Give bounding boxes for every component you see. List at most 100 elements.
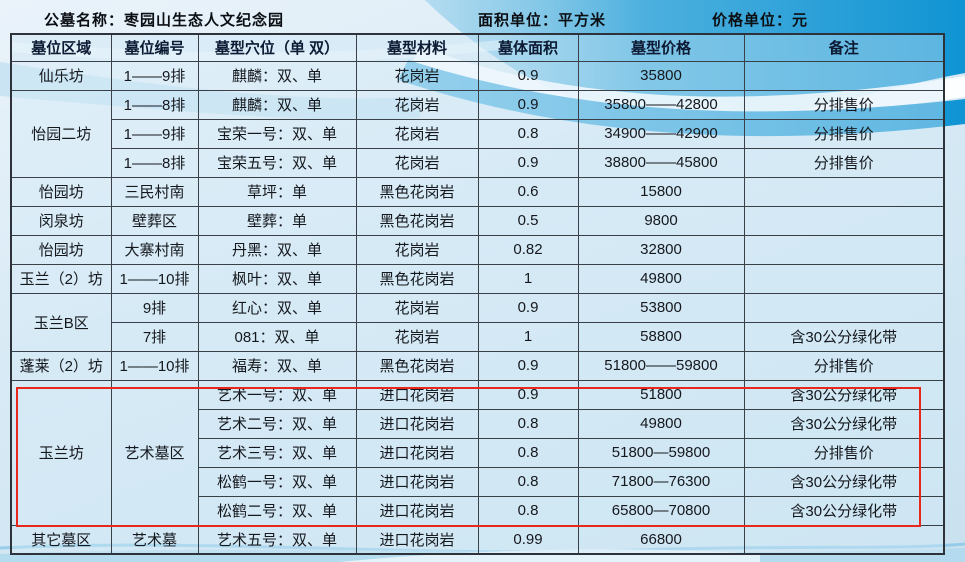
table-row: 仙乐坊 1——9排 麒麟：双、单 花岗岩 0.9 35800 bbox=[10, 60, 945, 91]
table-cell: 0.8 bbox=[477, 495, 579, 526]
table-cell: 0.8 bbox=[477, 437, 579, 468]
table-cell: 蓬莱（2）坊 bbox=[10, 350, 112, 381]
table-row: 其它墓区 艺术墓 艺术五号：双、单 进口花岗岩 0.99 66800 bbox=[10, 524, 945, 555]
table-cell: 进口花岗岩 bbox=[355, 437, 479, 468]
table-cell: 艺术墓区 bbox=[110, 379, 199, 526]
table-cell: 0.5 bbox=[477, 205, 579, 236]
table-cell: 0.9 bbox=[477, 147, 579, 178]
table-cell: 麒麟：双、单 bbox=[197, 60, 357, 91]
table-cell: 怡园坊 bbox=[10, 234, 112, 265]
column-header-price: 墓型价格 bbox=[577, 33, 745, 62]
table-cell: 花岗岩 bbox=[355, 234, 479, 265]
table-cell: 进口花岗岩 bbox=[355, 379, 479, 410]
table-cell: 枫叶：双、单 bbox=[197, 263, 357, 294]
table-cell: 麒麟：双、单 bbox=[197, 89, 357, 120]
table-row: 玉兰坊 艺术墓区 艺术一号：双、单 进口花岗岩 0.9 51800 含30公分绿… bbox=[10, 379, 945, 526]
table-cell bbox=[743, 60, 945, 91]
table-cell: 松鹤一号：双、单 bbox=[197, 466, 357, 497]
column-header-area: 墓位区域 bbox=[10, 33, 112, 62]
table-cell: 闵泉坊 bbox=[10, 205, 112, 236]
table-cell: 怡园二坊 bbox=[10, 89, 112, 178]
table-row: 怡园坊 大寨村南 丹黑：双、单 花岗岩 0.82 32800 bbox=[10, 234, 945, 265]
table-cell: 仙乐坊 bbox=[10, 60, 112, 91]
table-cell: 花岗岩 bbox=[355, 89, 479, 120]
table-row: 闵泉坊 壁葬区 壁葬：单 黑色花岗岩 0.5 9800 bbox=[10, 205, 945, 236]
table-cell: 花岗岩 bbox=[355, 118, 479, 149]
table-cell: 分排售价 bbox=[743, 437, 945, 468]
price-unit-label: 价格单位：元 bbox=[712, 12, 809, 29]
table-cell: 宝荣一号：双、单 bbox=[197, 118, 357, 149]
table-row: 怡园二坊 1——8排 麒麟：双、单 花岗岩 0.9 35800——42800 分… bbox=[10, 89, 945, 178]
table-cell: 0.8 bbox=[477, 466, 579, 497]
table-cell: 含30公分绿化带 bbox=[743, 321, 945, 352]
table-row: 艺术三号：双、单 进口花岗岩 0.8 51800—59800 分排售价 bbox=[11, 437, 945, 468]
table-cell: 51800——59800 bbox=[577, 350, 745, 381]
table-cell: 黑色花岗岩 bbox=[355, 263, 479, 294]
table-row: 松鹤一号：双、单 进口花岗岩 0.8 71800—76300 含30公分绿化带 bbox=[11, 466, 945, 497]
table-cell: 花岗岩 bbox=[355, 147, 479, 178]
table-cell bbox=[743, 292, 945, 323]
table-cell: 黑色花岗岩 bbox=[355, 205, 479, 236]
table-cell: 进口花岗岩 bbox=[355, 408, 479, 439]
table-cell: 1——10排 bbox=[110, 263, 199, 294]
table-cell: 9排 bbox=[110, 292, 199, 323]
table-cell: 15800 bbox=[577, 176, 745, 207]
grave-price-table: 墓位区域 墓位编号 墓型穴位（单 双） 墓型材料 墓体面积 墓型价格 备注 仙乐… bbox=[10, 33, 945, 555]
table-cell: 含30公分绿化带 bbox=[743, 495, 945, 526]
table-cell: 49800 bbox=[577, 263, 745, 294]
table-cell bbox=[743, 263, 945, 294]
table-cell: 58800 bbox=[577, 321, 745, 352]
table-cell: 花岗岩 bbox=[355, 292, 479, 323]
table-cell: 34900——42900 bbox=[577, 118, 745, 149]
column-header-material: 墓型材料 bbox=[355, 33, 479, 62]
cemetery-name-label: 公墓名称：枣园山生态人文纪念园 bbox=[44, 12, 285, 29]
table-cell: 玉兰（2）坊 bbox=[10, 263, 112, 294]
title-bar: 公墓名称：枣园山生态人文纪念园 面积单位：平方米 价格单位：元 bbox=[0, 6, 965, 32]
table-cell: 1——8排 bbox=[110, 147, 199, 178]
table-cell: 黑色花岗岩 bbox=[355, 176, 479, 207]
table-cell: 1 bbox=[477, 263, 579, 294]
table-cell: 分排售价 bbox=[743, 147, 945, 178]
table-cell: 0.9 bbox=[477, 292, 579, 323]
table-cell: 1——9排 bbox=[110, 60, 199, 91]
table-cell: 三民村南 bbox=[110, 176, 199, 207]
table-row: 松鹤二号：双、单 进口花岗岩 0.8 65800—70800 含30公分绿化带 bbox=[11, 495, 945, 526]
table-cell: 38800——45800 bbox=[577, 147, 745, 178]
table-cell: 丹黑：双、单 bbox=[197, 234, 357, 265]
table-cell: 花岗岩 bbox=[355, 321, 479, 352]
table-cell: 含30公分绿化带 bbox=[743, 408, 945, 439]
area-unit-label: 面积单位：平方米 bbox=[478, 12, 607, 29]
table-cell: 081：双、单 bbox=[197, 321, 357, 352]
table-cell: 0.9 bbox=[477, 350, 579, 381]
table-row: 1——9排 宝荣一号：双、单 花岗岩 0.8 34900——42900 分排售价 bbox=[11, 118, 945, 149]
table-cell: 7排 bbox=[110, 321, 199, 352]
table-cell: 1——10排 bbox=[110, 350, 199, 381]
table-cell: 1 bbox=[477, 321, 579, 352]
table-cell: 红心：双、单 bbox=[197, 292, 357, 323]
table-cell: 壁葬区 bbox=[110, 205, 199, 236]
column-header-size: 墓体面积 bbox=[477, 33, 579, 62]
table-cell: 分排售价 bbox=[743, 89, 945, 120]
table-cell: 玉兰B区 bbox=[10, 292, 112, 352]
table-cell: 0.82 bbox=[477, 234, 579, 265]
table-cell: 0.6 bbox=[477, 176, 579, 207]
table-cell: 进口花岗岩 bbox=[355, 495, 479, 526]
table-cell: 49800 bbox=[577, 408, 745, 439]
table-cell: 1——9排 bbox=[110, 118, 199, 149]
table-cell: 0.9 bbox=[477, 60, 579, 91]
table-cell: 0.9 bbox=[477, 379, 579, 410]
column-header-remark: 备注 bbox=[743, 33, 945, 62]
table-cell: 怡园坊 bbox=[10, 176, 112, 207]
table-cell: 66800 bbox=[577, 524, 745, 555]
table-row: 玉兰B区 9排 红心：双、单 花岗岩 0.9 53800 bbox=[10, 292, 945, 352]
table-cell: 0.99 bbox=[477, 524, 579, 555]
table-cell: 松鹤二号：双、单 bbox=[197, 495, 357, 526]
table-cell: 艺术墓 bbox=[110, 524, 199, 555]
table-row: 玉兰（2）坊 1——10排 枫叶：双、单 黑色花岗岩 1 49800 bbox=[10, 263, 945, 294]
table-cell: 32800 bbox=[577, 234, 745, 265]
table-cell: 花岗岩 bbox=[355, 60, 479, 91]
table-cell: 黑色花岗岩 bbox=[355, 350, 479, 381]
table-cell: 51800—59800 bbox=[577, 437, 745, 468]
table-cell: 艺术一号：双、单 bbox=[197, 379, 357, 410]
